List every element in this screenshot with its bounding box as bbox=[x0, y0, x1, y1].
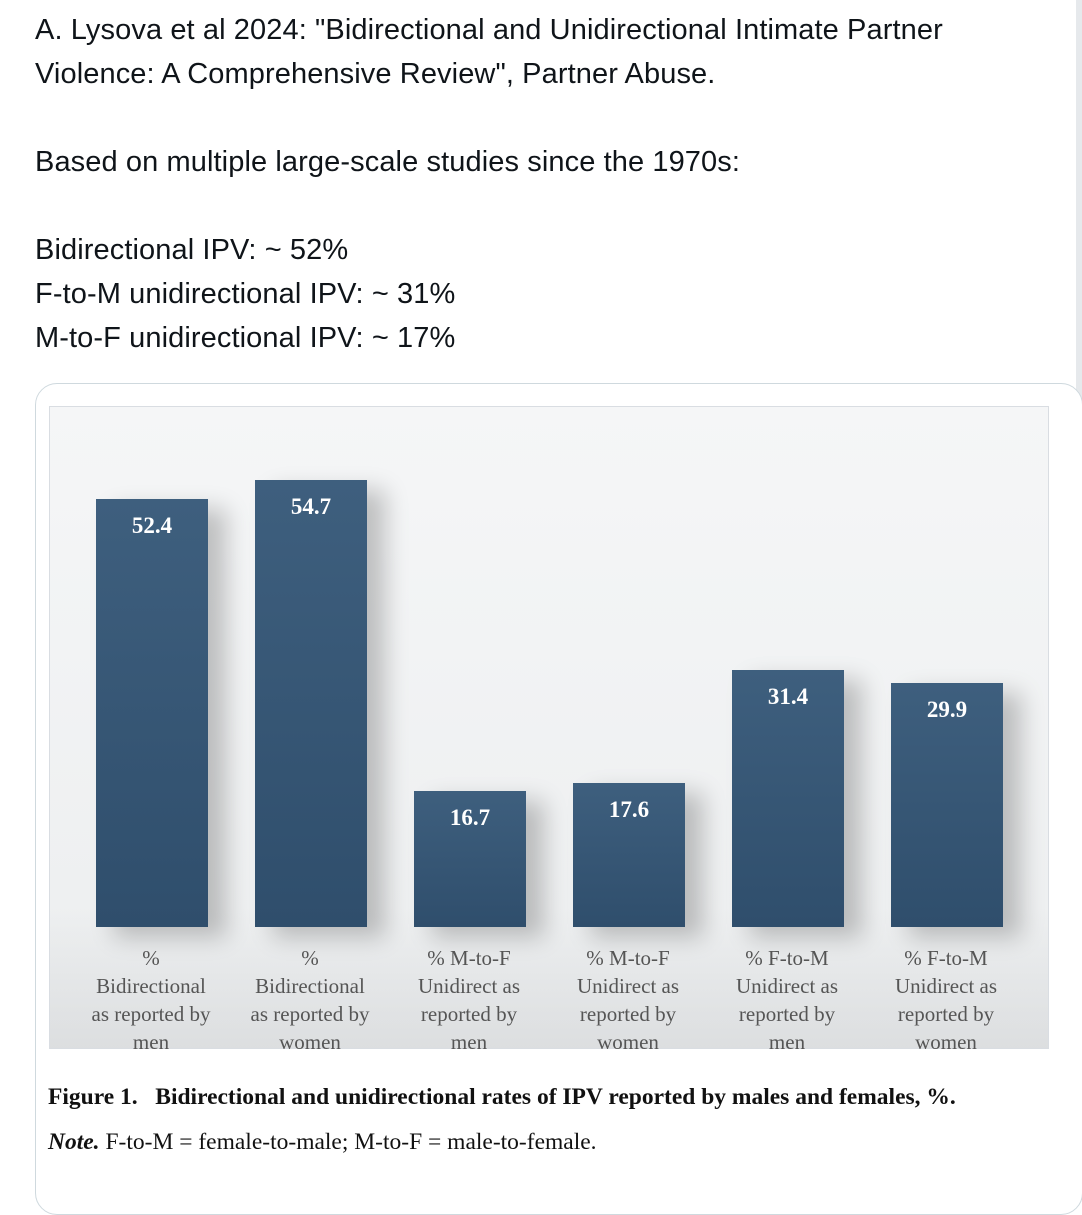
category-label-line: % M-to-F bbox=[427, 946, 511, 970]
category-label-line: men bbox=[768, 1030, 806, 1054]
category-label-line: as reported by bbox=[250, 1002, 370, 1026]
category-label-line: Unidirect as bbox=[576, 974, 680, 998]
category-label-line: % F-to-M bbox=[904, 946, 988, 970]
tweet-line: Based on multiple large-scale studies si… bbox=[35, 146, 741, 178]
tweet-line: Violence: A Comprehensive Review", Partn… bbox=[35, 58, 716, 90]
bar-value-label: 52.4 bbox=[131, 512, 173, 538]
category-label-line: as reported by bbox=[91, 1002, 211, 1026]
category-label-line: Unidirect as bbox=[894, 974, 998, 998]
bar: 31.4 bbox=[732, 670, 844, 927]
category-label-line: reported by bbox=[897, 1002, 995, 1026]
category-label-line: reported by bbox=[579, 1002, 677, 1026]
category-label: % F-to-M Unidirect as reported by women bbox=[867, 944, 1025, 1056]
tweet-line: A. Lysova et al 2024: "Bidirectional and… bbox=[35, 14, 943, 46]
figure-caption: Figure 1. Bidirectional and unidirection… bbox=[48, 1079, 1058, 1159]
tweet-blank-line bbox=[35, 184, 1055, 228]
bar-value-label: 16.7 bbox=[449, 804, 491, 830]
bar: 54.7 bbox=[255, 480, 367, 927]
category-label-line: reported by bbox=[420, 1002, 518, 1026]
tweet-media-image[interactable]: 52.4 54.7 16.7 17.6 31.4 29.9 % Bidirectional a… bbox=[35, 383, 1082, 1215]
bar: 16.7 bbox=[414, 790, 526, 927]
note-text: F-to-M = female-to-male; M-to-F = male-t… bbox=[105, 1129, 597, 1155]
category-label-line: % F-to-M bbox=[745, 946, 829, 970]
category-label-line: % bbox=[142, 946, 160, 970]
category-label-line: women bbox=[597, 1030, 659, 1054]
bar: 52.4 bbox=[96, 498, 208, 927]
category-label-line: Unidirect as bbox=[735, 974, 839, 998]
category-label-line: % bbox=[301, 946, 319, 970]
category-label: % M-to-F Unidirect as reported by men bbox=[390, 944, 548, 1056]
tweet-text: A. Lysova et al 2024: "Bidirectional and… bbox=[35, 8, 1055, 360]
category-label-line: Bidirectional bbox=[96, 974, 206, 998]
category-label: % M-to-F Unidirect as reported by women bbox=[549, 944, 707, 1056]
figure-title: Figure 1. Bidirectional and unidirection… bbox=[48, 1079, 1058, 1115]
category-label: % Bidirectional as reported by men bbox=[72, 944, 230, 1056]
figure-note: Note. F-to-M = female-to-male; M-to-F = … bbox=[48, 1125, 1058, 1159]
category-label-line: women bbox=[279, 1030, 341, 1054]
category-label-line: men bbox=[450, 1030, 488, 1054]
bar: 17.6 bbox=[573, 783, 685, 927]
bar: 29.9 bbox=[891, 682, 1003, 927]
category-label-line: Unidirect as bbox=[417, 974, 521, 998]
figure-text: Bidirectional and unidirectional rates o… bbox=[155, 1084, 956, 1110]
bar-value-label: 17.6 bbox=[608, 797, 650, 823]
category-label-line: Bidirectional bbox=[255, 974, 365, 998]
category-label-line: % M-to-F bbox=[586, 946, 670, 970]
category-label-line: women bbox=[915, 1030, 977, 1054]
tweet-blank-line bbox=[35, 96, 1055, 140]
note-label: Note. bbox=[48, 1129, 100, 1155]
category-label: % F-to-M Unidirect as reported by men bbox=[708, 944, 866, 1056]
bar-value-label: 54.7 bbox=[290, 494, 332, 520]
category-label-line: reported by bbox=[738, 1002, 836, 1026]
tweet-line: Bidirectional IPV: ~ 52% bbox=[35, 234, 349, 266]
bar-value-label: 31.4 bbox=[767, 684, 809, 710]
bar-chart: 52.4 54.7 16.7 17.6 31.4 29.9 bbox=[49, 406, 1049, 1049]
figure-label: Figure 1. bbox=[48, 1084, 138, 1110]
category-label: % Bidirectional as reported by women bbox=[231, 944, 389, 1056]
category-label-line: men bbox=[132, 1030, 170, 1054]
bar-value-label: 29.9 bbox=[926, 696, 968, 722]
tweet-line: M-to-F unidirectional IPV: ~ 17% bbox=[35, 322, 456, 354]
chart-floor bbox=[50, 908, 1048, 1048]
tweet-line: F-to-M unidirectional IPV: ~ 31% bbox=[35, 278, 456, 310]
